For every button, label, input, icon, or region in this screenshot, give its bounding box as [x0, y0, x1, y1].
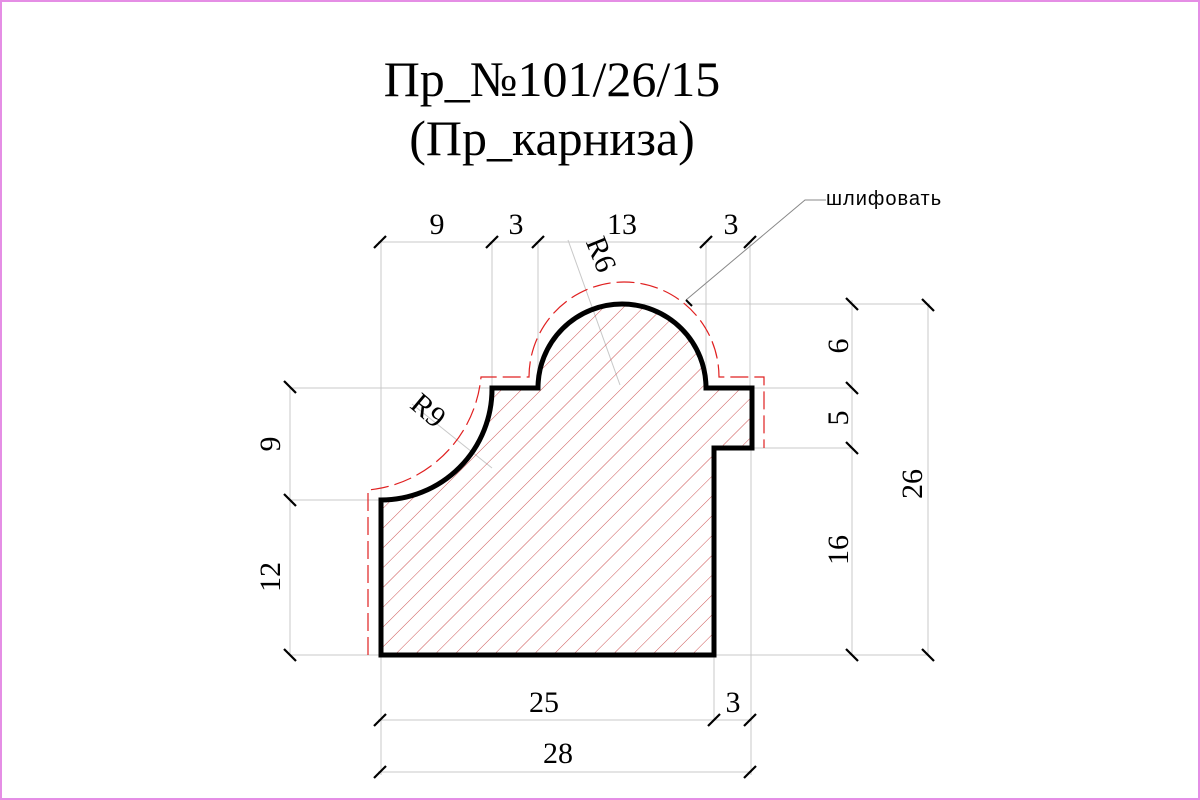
sanding-offset-line [367, 281, 765, 655]
dimension-ticks [283, 235, 935, 779]
dim-right-16: 16 [822, 535, 855, 565]
profile-section [378, 301, 755, 658]
drawing-subtitle: (Пр_карниза) [409, 110, 695, 166]
dim-left-9: 9 [254, 437, 287, 452]
dim-top-9: 9 [430, 208, 445, 241]
leader-tick [685, 299, 693, 307]
radius-9-label: R9 [404, 387, 452, 435]
dim-right-26: 26 [896, 469, 929, 499]
dim-top-13: 13 [607, 208, 637, 241]
dim-bottom-3: 3 [726, 686, 741, 719]
dim-right-6: 6 [822, 339, 855, 354]
dim-top-3-right: 3 [724, 208, 739, 241]
sanding-leader [685, 199, 826, 301]
dim-top-3-left: 3 [509, 208, 524, 241]
sanding-note: шлифовать [826, 188, 942, 210]
dim-bottom-25: 25 [529, 686, 559, 719]
dim-left-12: 12 [254, 562, 287, 592]
drawing-title: Пр_№101/26/15 [384, 51, 721, 107]
dim-right-5: 5 [822, 411, 855, 426]
dim-bottom-28: 28 [543, 737, 573, 770]
